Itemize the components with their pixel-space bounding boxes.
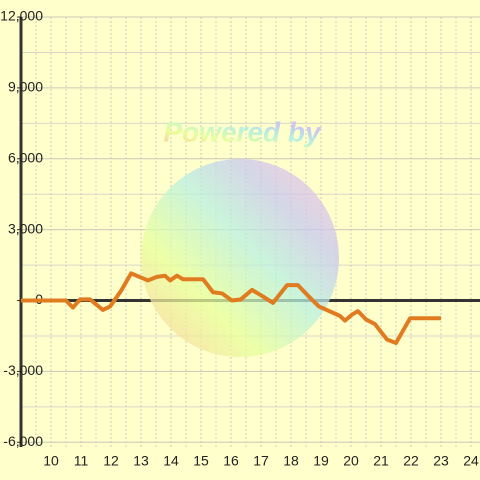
x-tick-label: 14 [163,453,179,469]
watermark-logo [141,159,339,357]
x-tick-label: 20 [343,453,359,469]
x-tick-label: 24 [463,453,479,469]
x-tick-label: 19 [313,453,329,469]
watermark: Powered by [163,116,322,147]
y-tick-label: 9,000 [8,79,43,95]
x-tick-label: 22 [403,453,419,469]
x-tick-label: 18 [283,453,299,469]
x-tick-label: 10 [43,453,59,469]
data-line [21,271,441,346]
x-tick-label: 16 [223,453,239,469]
x-tick-label: 15 [193,453,209,469]
y-tick-label: 12,000 [0,8,43,24]
x-tick-label: 12 [103,453,119,469]
x-tick-label: 13 [133,453,149,469]
x-tick-label: 21 [373,453,389,469]
y-tick-label: 3,000 [8,220,43,236]
y-tick-label: -3,000 [3,362,43,378]
x-tick-label: 23 [433,453,449,469]
y-tick-label: -6,000 [3,433,43,449]
y-tick-label: 6,000 [8,149,43,165]
x-tick-label: 17 [253,453,269,469]
x-tick-label: 11 [74,453,89,469]
